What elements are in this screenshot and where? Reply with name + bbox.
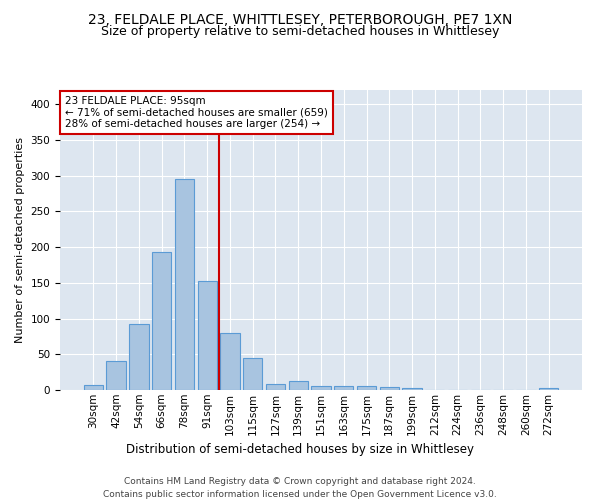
Bar bbox=[84, 385, 103, 390]
Bar bbox=[334, 386, 353, 390]
Text: 23 FELDALE PLACE: 95sqm
← 71% of semi-detached houses are smaller (659)
28% of s: 23 FELDALE PLACE: 95sqm ← 71% of semi-de… bbox=[65, 96, 328, 129]
Bar bbox=[129, 324, 149, 390]
Bar bbox=[380, 387, 399, 390]
Bar bbox=[266, 384, 285, 390]
Text: Contains public sector information licensed under the Open Government Licence v3: Contains public sector information licen… bbox=[103, 490, 497, 499]
Bar bbox=[243, 358, 262, 390]
Text: Contains HM Land Registry data © Crown copyright and database right 2024.: Contains HM Land Registry data © Crown c… bbox=[124, 478, 476, 486]
Bar bbox=[289, 382, 308, 390]
Text: Distribution of semi-detached houses by size in Whittlesey: Distribution of semi-detached houses by … bbox=[126, 442, 474, 456]
Bar bbox=[403, 388, 422, 390]
Bar bbox=[539, 388, 558, 390]
Bar bbox=[197, 282, 217, 390]
Bar bbox=[311, 386, 331, 390]
Bar bbox=[220, 333, 239, 390]
Text: Size of property relative to semi-detached houses in Whittlesey: Size of property relative to semi-detach… bbox=[101, 25, 499, 38]
Bar bbox=[357, 386, 376, 390]
Bar bbox=[175, 180, 194, 390]
Bar bbox=[152, 252, 172, 390]
Bar bbox=[106, 362, 126, 390]
Text: 23, FELDALE PLACE, WHITTLESEY, PETERBOROUGH, PE7 1XN: 23, FELDALE PLACE, WHITTLESEY, PETERBORO… bbox=[88, 12, 512, 26]
Y-axis label: Number of semi-detached properties: Number of semi-detached properties bbox=[15, 137, 25, 343]
